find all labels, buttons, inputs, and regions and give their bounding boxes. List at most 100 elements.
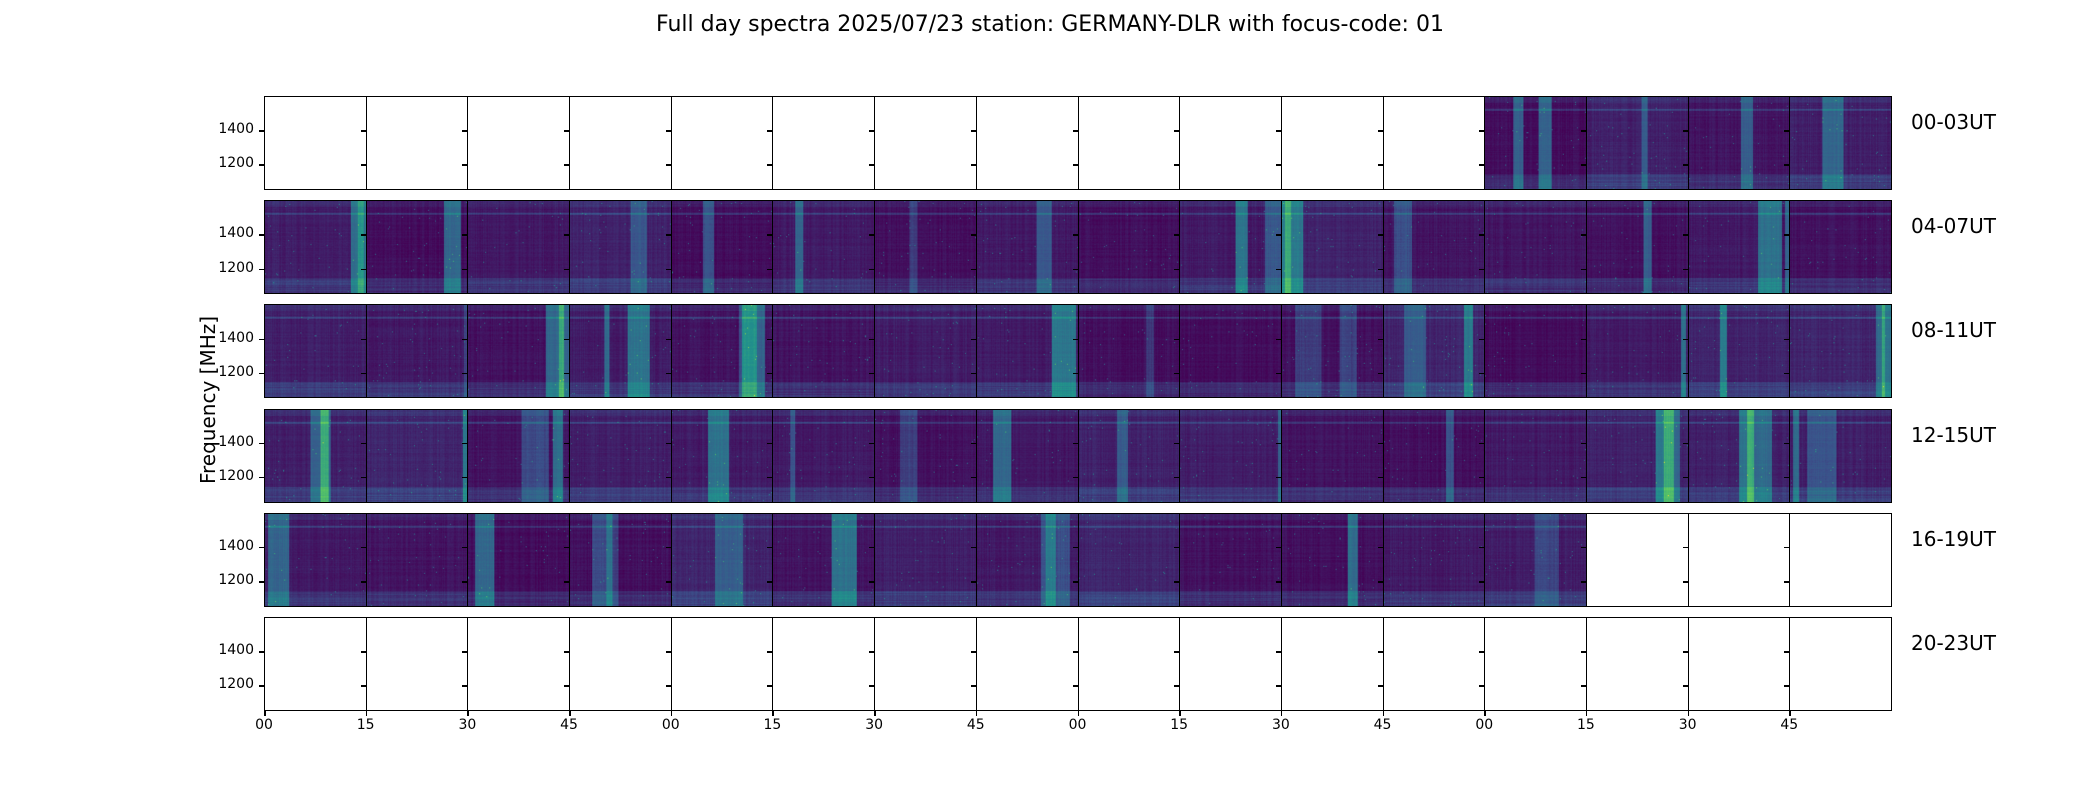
y-tick-mark xyxy=(259,234,264,236)
y-tick-mark xyxy=(1174,685,1180,687)
x-tick-label: 15 xyxy=(1170,717,1189,733)
y-tick-mark xyxy=(869,268,875,271)
spectrogram-image xyxy=(773,201,875,294)
y-tick-mark xyxy=(1275,268,1281,271)
y-tick-mark xyxy=(462,338,468,341)
empty-panel xyxy=(1687,617,1791,711)
empty-panel xyxy=(467,96,571,190)
y-tick-mark xyxy=(259,651,264,653)
y-tick-mark xyxy=(665,130,671,132)
y-tick-mark xyxy=(1784,546,1790,549)
spectrum-panel xyxy=(874,304,977,399)
y-tick-mark xyxy=(360,338,366,341)
y-tick-mark xyxy=(1682,581,1688,583)
y-tick-mark xyxy=(360,372,366,375)
y-tick-mark xyxy=(1580,442,1586,445)
spectrogram-image xyxy=(875,409,976,502)
y-tick-mark xyxy=(1377,130,1383,132)
spectrogram-image xyxy=(1790,409,1891,502)
y-tick-mark xyxy=(564,164,570,166)
spectrum-panel xyxy=(975,304,1079,399)
y-tick-mark xyxy=(1479,164,1485,166)
spectrogram-image xyxy=(1485,305,1586,398)
empty-panel xyxy=(1789,617,1892,711)
spectrogram-image xyxy=(1180,201,1281,294)
x-tick-mark xyxy=(1484,711,1486,716)
y-tick-mark xyxy=(665,442,671,445)
y-tick-mark xyxy=(1682,338,1688,341)
y-tick-mark xyxy=(462,372,468,375)
y-tick-mark xyxy=(259,372,264,375)
spectrogram-image xyxy=(1586,97,1688,189)
y-tick-mark xyxy=(564,651,570,653)
spectrum-panel xyxy=(569,512,672,607)
y-tick-mark xyxy=(1479,372,1485,375)
x-tick-label: 00 xyxy=(1068,717,1087,733)
y-tick-label: 1200 xyxy=(218,155,254,172)
x-tick-label: 45 xyxy=(966,717,985,733)
y-tick-mark xyxy=(1580,164,1586,166)
y-tick-label: 1400 xyxy=(218,121,254,138)
y-tick-mark xyxy=(360,268,366,271)
y-tick-mark xyxy=(1275,581,1281,583)
spectrogram-image xyxy=(1586,409,1688,502)
empty-panel xyxy=(1484,617,1587,711)
y-tick-mark xyxy=(1580,130,1586,132)
spectrum-panel xyxy=(670,512,774,607)
y-tick-label: 1400 xyxy=(218,433,254,450)
empty-panel xyxy=(874,96,977,190)
y-tick-mark xyxy=(1784,372,1790,375)
y-tick-mark xyxy=(970,130,976,132)
y-tick-mark xyxy=(259,581,264,583)
x-tick-mark xyxy=(772,711,774,716)
empty-panel xyxy=(264,617,367,711)
spectrogram-image xyxy=(468,409,570,502)
y-tick-mark xyxy=(1072,338,1078,341)
spectrum-panel xyxy=(1280,512,1384,607)
y-tick-mark xyxy=(869,372,875,375)
empty-panel xyxy=(772,617,876,711)
spectrum-panel xyxy=(1789,96,1892,190)
spectrogram-image xyxy=(570,513,671,606)
y-tick-mark xyxy=(564,372,570,375)
spectrum-panel xyxy=(1179,200,1282,295)
spectrogram-image xyxy=(1485,409,1586,502)
spectrum-panel xyxy=(569,408,672,503)
y-tick-mark xyxy=(1275,685,1281,687)
y-tick-mark xyxy=(1377,234,1383,236)
empty-panel xyxy=(1179,96,1282,190)
y-tick-mark xyxy=(1275,442,1281,445)
y-tick-label: 1400 xyxy=(218,329,254,346)
y-tick-mark xyxy=(970,372,976,375)
empty-panel xyxy=(365,96,469,190)
y-tick-mark xyxy=(564,581,570,583)
spectrogram-image xyxy=(265,513,366,606)
y-tick-mark xyxy=(970,685,976,687)
spectrum-panel xyxy=(1179,408,1282,503)
row-label: 16-19UT xyxy=(1911,526,1996,551)
spectrogram-image xyxy=(976,305,1078,398)
y-tick-mark xyxy=(1377,338,1383,341)
x-tick-mark xyxy=(975,711,978,716)
y-tick-mark xyxy=(665,372,671,375)
y-tick-mark xyxy=(767,546,773,549)
x-tick-mark xyxy=(1179,711,1181,716)
y-tick-mark xyxy=(1682,546,1688,549)
spectrogram-image xyxy=(1688,201,1790,294)
y-tick-mark xyxy=(1682,651,1688,653)
y-tick-mark xyxy=(1174,338,1180,341)
spectrum-panel xyxy=(772,200,876,295)
y-tick-mark xyxy=(1479,234,1485,236)
y-tick-mark xyxy=(462,476,468,479)
spectrogram-image xyxy=(976,201,1078,294)
y-tick-mark xyxy=(259,130,264,132)
spectrogram-image xyxy=(1078,513,1180,606)
y-tick-mark xyxy=(970,268,976,271)
spectrogram-image xyxy=(1078,201,1180,294)
y-tick-mark xyxy=(970,338,976,341)
spectrum-panel xyxy=(1484,200,1587,295)
y-tick-mark xyxy=(767,130,773,132)
spectrum-panel xyxy=(1382,304,1486,399)
y-tick-mark xyxy=(462,685,468,687)
spectrogram-image xyxy=(1688,305,1790,398)
